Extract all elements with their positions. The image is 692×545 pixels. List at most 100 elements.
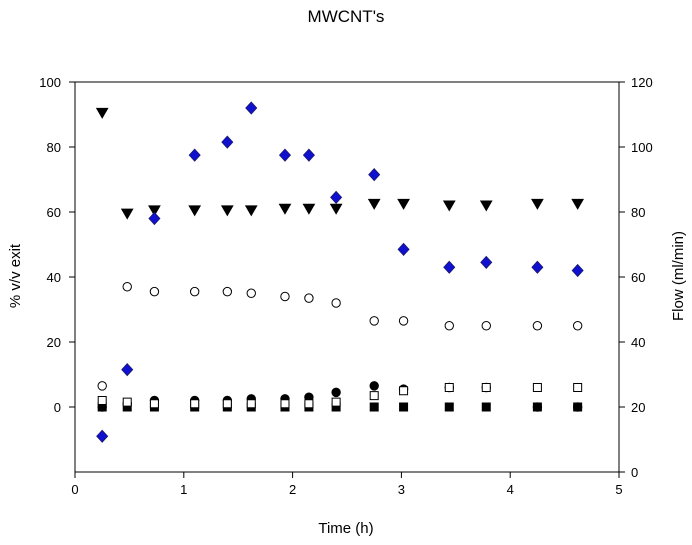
- data-point: [222, 399, 232, 409]
- data-point: [369, 391, 379, 401]
- data-point: [122, 397, 132, 407]
- data-point: [329, 203, 343, 215]
- data-point: [399, 402, 409, 412]
- data-point: [532, 383, 542, 392]
- data-point: [397, 198, 410, 210]
- y2-tick-label: 120: [631, 75, 653, 90]
- x-tick-label: 0: [71, 482, 78, 497]
- data-point: [304, 399, 314, 409]
- data-point: [444, 321, 454, 331]
- data-point: [148, 205, 161, 217]
- data-point: [573, 383, 583, 392]
- y2-tick-label: 20: [631, 400, 645, 415]
- data-point: [95, 107, 109, 119]
- data-point: [572, 321, 583, 331]
- y2-tick-label: 0: [631, 465, 638, 480]
- data-point: [330, 190, 343, 204]
- data-point: [368, 168, 381, 182]
- y2-tick-label: 80: [631, 205, 645, 220]
- data-point: [120, 208, 134, 220]
- chart-title: MWCNT's: [308, 7, 385, 26]
- data-point: [220, 205, 234, 217]
- data-point: [246, 399, 256, 409]
- data-point: [369, 402, 379, 412]
- data-point: [221, 135, 234, 149]
- data-point: [122, 282, 132, 292]
- y-tick-label: 40: [47, 270, 61, 285]
- series-circle-open: [97, 282, 583, 391]
- data-point: [443, 260, 456, 274]
- data-point: [479, 200, 493, 212]
- data-point: [532, 402, 543, 412]
- data-point: [481, 321, 491, 331]
- data-point: [149, 286, 160, 297]
- data-point: [278, 203, 292, 215]
- data-point: [481, 402, 491, 412]
- data-point: [331, 397, 341, 407]
- data-point: [531, 260, 544, 274]
- data-point: [397, 242, 410, 256]
- data-point: [331, 387, 341, 398]
- data-point: [331, 298, 341, 308]
- data-point: [532, 321, 543, 331]
- plot-frame: [74, 81, 620, 473]
- data-point: [571, 263, 584, 278]
- data-point: [97, 396, 107, 405]
- data-point: [302, 148, 315, 162]
- data-point: [367, 198, 381, 210]
- data-point: [442, 200, 456, 212]
- data-point: [480, 255, 493, 269]
- series-triangle-down-filled: [95, 107, 585, 220]
- data-point: [531, 198, 544, 210]
- y-tick-label: 0: [54, 400, 61, 415]
- y-tick-label: 80: [47, 140, 61, 155]
- y2-axis-ticks: 0 20 40 60 80 100 120: [619, 75, 653, 480]
- data-point: [481, 383, 491, 392]
- data-point: [399, 386, 409, 396]
- data-point: [244, 205, 258, 217]
- data-point: [571, 198, 585, 210]
- data-point: [190, 399, 200, 409]
- data-point: [302, 203, 316, 215]
- data-point: [278, 148, 292, 162]
- y2-tick-label: 40: [631, 335, 645, 350]
- data-point: [572, 402, 583, 412]
- x-axis-title: Time (h): [318, 520, 373, 537]
- x-tick-label: 5: [615, 482, 622, 497]
- x-axis-ticks: 0 1 2 3 4 5: [71, 472, 623, 497]
- y2-tick-label: 60: [631, 270, 645, 285]
- data-point: [96, 429, 109, 443]
- y-axis-ticks: 0 20 40 60 80 100: [39, 75, 75, 415]
- data-point: [189, 286, 200, 297]
- y2-tick-label: 100: [631, 140, 653, 155]
- data-point: [398, 316, 409, 326]
- x-tick-label: 4: [507, 482, 514, 497]
- data-point: [369, 381, 379, 391]
- data-point: [369, 316, 379, 326]
- y-tick-label: 20: [47, 335, 61, 350]
- data-point: [121, 363, 134, 377]
- data-point: [280, 291, 290, 302]
- data-point: [188, 148, 201, 162]
- data-point: [280, 399, 290, 409]
- series-square-open: [97, 383, 583, 409]
- y-axis-title: % v/v exit: [7, 243, 24, 308]
- data-point: [444, 383, 454, 392]
- data-point: [148, 211, 161, 226]
- data-point: [245, 101, 258, 115]
- data-point: [222, 286, 233, 297]
- y2-axis-title: Flow (ml/min): [670, 231, 687, 321]
- data-point: [149, 399, 159, 409]
- y-tick-label: 60: [47, 205, 61, 220]
- data-point: [304, 293, 314, 303]
- x-tick-label: 1: [180, 482, 187, 497]
- data-point: [97, 381, 107, 391]
- data-point: [188, 205, 202, 217]
- axes: 0 1 2 3 4 5 0 20 40 60 80 100 0 20 40 60 80 100 120: [39, 75, 652, 497]
- x-tick-label: 2: [289, 482, 296, 497]
- series-diamond-blue: [96, 101, 584, 443]
- data-point: [444, 402, 454, 412]
- y-tick-label: 100: [39, 75, 61, 90]
- data-point: [246, 288, 256, 298]
